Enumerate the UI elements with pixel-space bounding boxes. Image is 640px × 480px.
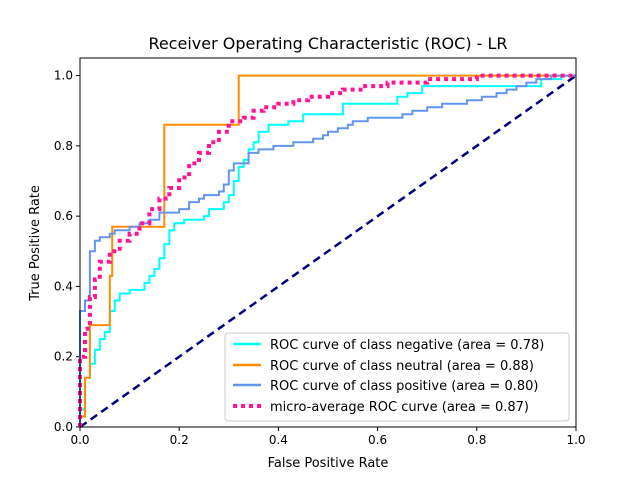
y-axis-ticks: 0.0 0.2 0.4 0.6 0.8 1.0: [54, 69, 80, 434]
x-tick-label: 0.2: [170, 433, 189, 447]
legend-label-positive: ROC curve of class positive (area = 0.80…: [270, 379, 538, 394]
y-tick-label: 0.4: [54, 279, 73, 293]
chart-title: Receiver Operating Characteristic (ROC) …: [148, 34, 507, 53]
legend-label-neutral: ROC curve of class neutral (area = 0.88): [270, 359, 534, 374]
roc-curve-positive: [79, 74, 576, 427]
y-tick-label: 0.0: [54, 420, 73, 434]
x-tick-label: 0.0: [70, 433, 89, 447]
y-tick-label: 0.6: [54, 209, 73, 223]
x-axis-label: False Positive Rate: [268, 456, 389, 471]
x-tick-label: 0.4: [269, 433, 288, 447]
x-axis-ticks: 0.0 0.2 0.4 0.6 0.8 1.0: [70, 427, 586, 447]
x-tick-label: 0.8: [467, 433, 486, 447]
legend-label-negative: ROC curve of class negative (area = 0.78…: [270, 338, 544, 353]
x-tick-label: 0.6: [368, 433, 387, 447]
legend-label-micro-average: micro-average ROC curve (area = 0.87): [270, 400, 529, 415]
y-axis-label: True Positive Rate: [28, 185, 43, 302]
y-tick-label: 0.2: [54, 350, 73, 364]
plot-frame: [79, 57, 577, 428]
roc-curves: [78, 73, 577, 429]
chance-diagonal-line: [79, 74, 577, 429]
roc-curve-micro-average: [78, 73, 576, 427]
y-tick-label: 1.0: [54, 69, 73, 83]
y-tick-label: 0.8: [54, 139, 73, 153]
roc-curve-neutral: [79, 74, 576, 427]
legend: ROC curve of class negative (area = 0.78…: [224, 332, 570, 422]
x-tick-label: 1.0: [566, 433, 585, 447]
legend-box: [224, 332, 570, 422]
